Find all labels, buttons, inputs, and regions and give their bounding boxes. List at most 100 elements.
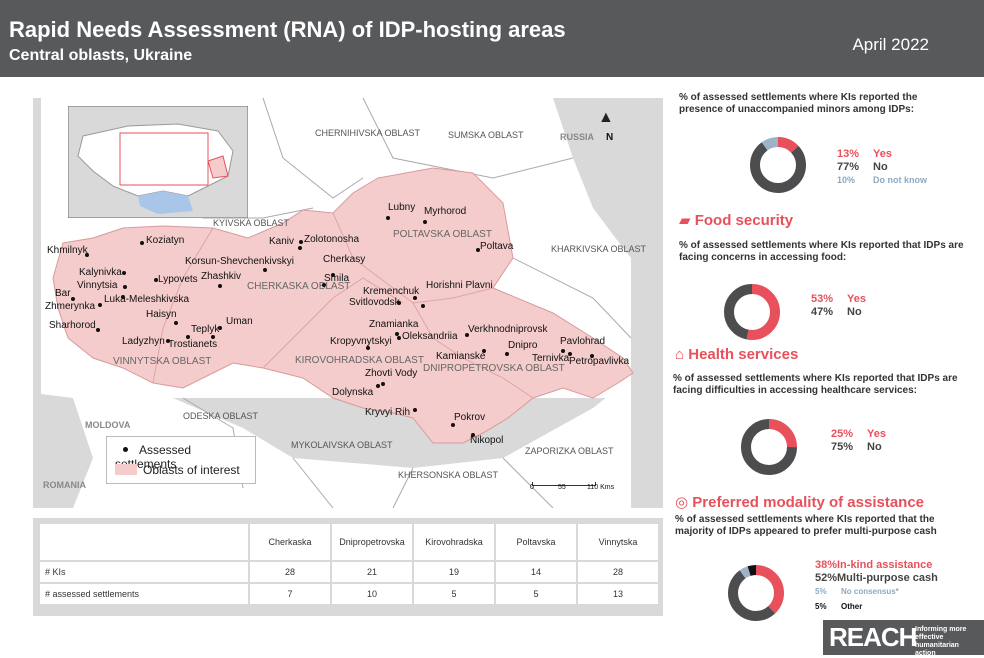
modality-question: % of assessed settlements where KIs repo… (675, 514, 937, 537)
swatch-icon (115, 464, 137, 475)
neighbour-oblast-label: KHARKIVSKA OBLAST (551, 244, 647, 254)
settlement-dot (123, 285, 127, 289)
settlement-dot (218, 284, 222, 288)
settlement-label: Lubny (388, 202, 416, 213)
reach-logo: REACH Informing more effective humanitar… (823, 620, 984, 657)
page-title: Rapid Needs Assessment (RNA) of IDP-host… (9, 17, 566, 42)
settlement-label: Luka-Meleshkivska (104, 294, 190, 305)
table-cell: 7 (248, 582, 332, 606)
compass-north-label: N (606, 132, 614, 143)
donut-segment-1 (724, 284, 780, 340)
settlement-dot (299, 240, 303, 244)
food-legend: 53% Yes 47% No (811, 293, 866, 318)
country-label: MOLDOVA (85, 420, 131, 430)
settlement-label: Petropavlivka (569, 356, 630, 367)
settlement-label: Sharhorod (49, 320, 96, 331)
food-security-title: ▰ Food security (679, 212, 794, 229)
settlement-label: Kalynivka (79, 267, 122, 278)
settlement-label: Koziatyn (146, 235, 185, 246)
settlement-label: Myrhorod (424, 206, 467, 217)
settlement-label: Dolynska (332, 387, 374, 398)
settlement-dot (476, 248, 480, 252)
settlement-label: Kryvyi Rih (365, 407, 411, 418)
scale-tick: 55 (558, 484, 566, 491)
scale-tick: 0 (530, 484, 534, 491)
health-house-icon: ⌂ (675, 346, 685, 363)
table-header: Poltavska (494, 522, 578, 562)
country-label: ROMANIA (43, 480, 86, 490)
settlement-dot (397, 336, 401, 340)
settlement-dot (482, 349, 486, 353)
settlement-dot (561, 349, 565, 353)
table-header: Vinnytska (576, 522, 660, 562)
table-header: Dnipropetrovska (330, 522, 414, 562)
settlement-dot (331, 273, 335, 277)
settlement-dot (166, 339, 170, 343)
settlement-label: Ternivka (532, 353, 570, 364)
settlement-dot (122, 271, 126, 275)
settlement-label: Znamianka (369, 319, 419, 330)
table-header: Cherkaska (248, 522, 332, 562)
country-label: RUSSIA (560, 132, 595, 142)
table-cell: 10 (330, 582, 414, 606)
settlement-dot (174, 321, 178, 325)
table-cell: 5 (494, 582, 578, 606)
health-legend: 25% Yes 75% No (831, 428, 886, 453)
minors-question: % of assessed settlements where KIs repo… (679, 92, 918, 115)
settlement-dot (568, 352, 572, 356)
settlement-dot (140, 241, 144, 245)
settlement-dot (366, 346, 370, 350)
settlement-label: Korsun-Shevchenkivskyi (185, 256, 294, 267)
settlement-dot (381, 382, 385, 386)
settlement-label: Pavlohrad (560, 336, 606, 347)
neighbour-oblast-label: ODESKA OBLAST (183, 411, 259, 421)
oblast-label: KIROVOHRADSKA OBLAST (295, 355, 424, 366)
settlement-label: Vinnytsia (77, 280, 118, 291)
settlement-dot (421, 304, 425, 308)
settlement-dot (423, 220, 427, 224)
health-services-title: ⌂ Health services (675, 346, 799, 363)
ki-table: Cherkaska Dnipropetrovska Kirovohradska … (33, 518, 663, 616)
settlement-label: Cherkasy (323, 254, 366, 265)
map-legend: Assessed settlements Oblasts of interest (106, 436, 256, 484)
settlement-label: Lypovets (158, 274, 198, 285)
settlement-label: Horishni Plavni (426, 280, 493, 291)
neighbour-oblast-label: SUMSKA OBLAST (448, 130, 524, 140)
settlement-dot (413, 408, 417, 412)
table-cell: 5 (412, 582, 496, 606)
minors-legend: 13% Yes 77% No 10% Do not know (837, 148, 927, 185)
settlement-dot (211, 335, 215, 339)
compass-icon: ▲ (598, 109, 614, 126)
map: RUSSIA MOLDOVA ROMANIA ▲ N CHERNIHIVSKA … (33, 98, 663, 508)
neighbour-oblast-label: ZAPORIZKA OBLAST (525, 446, 614, 456)
oblast-label: DNIPROPETROVSKA OBLAST (423, 363, 565, 374)
modality-donut (728, 565, 784, 621)
report-date: April 2022 (852, 35, 929, 54)
donut-segment-1 (728, 565, 784, 621)
settlement-dot (154, 278, 158, 282)
health-question: % of assessed settlements where KIs repo… (673, 373, 958, 396)
settlement-label: Teplyk (191, 324, 220, 335)
settlement-label: Dnipro (508, 340, 538, 351)
neighbour-oblast-label: KHERSONSKA OBLAST (398, 470, 499, 480)
settlement-dot (471, 433, 475, 437)
settlement-label: Kropyvnytskyi (330, 336, 392, 347)
settlement-dot (71, 297, 75, 301)
settlement-dot (413, 296, 417, 300)
header-bar: Rapid Needs Assessment (RNA) of IDP-host… (0, 0, 984, 77)
table-header: Kirovohradska (412, 522, 496, 562)
settlement-label: Uman (226, 316, 253, 327)
settlement-dot (397, 301, 401, 305)
donut-segment-2 (750, 137, 806, 193)
settlement-dot (186, 335, 190, 339)
settlement-label: Oleksandriia (402, 331, 458, 342)
settlement-dot (96, 328, 100, 332)
settlement-label: Khmilnyk (47, 245, 88, 256)
table-cell: 13 (576, 582, 660, 606)
table-cell: 19 (412, 560, 496, 584)
settlement-dot (465, 333, 469, 337)
settlement-label: Verkhnodniprovsk (468, 324, 548, 335)
donut-segment-1 (750, 137, 806, 193)
settlement-label: Kremenchuk (363, 286, 420, 297)
table-row: # KIs 28 21 19 14 28 (38, 560, 660, 584)
